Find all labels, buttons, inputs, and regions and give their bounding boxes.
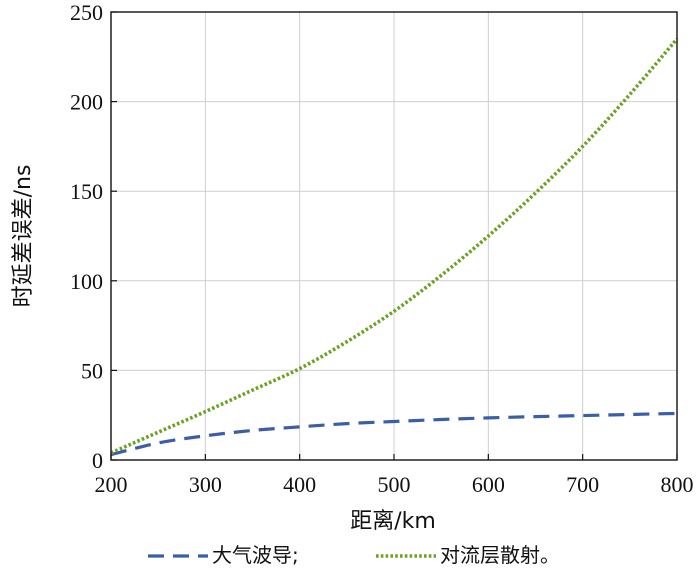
y-axis-title: 时延差误差/ns [11,165,36,308]
y-tick-label: 100 [70,269,103,294]
y-tick-label: 150 [70,179,103,204]
x-tick-label: 800 [661,472,694,497]
x-tick-label: 200 [95,472,128,497]
legend-label-atmospheric-duct: 大气波导; [212,543,299,567]
x-tick-label: 700 [566,472,599,497]
x-tick-label: 600 [472,472,505,497]
tick-labels: 200 300 400 500 600 700 800 0 50 100 150 200 250 [70,0,694,497]
x-axis-title: 距离/km [350,509,436,534]
series-layer [110,37,679,457]
series-line-tropospheric-scatter [110,37,679,455]
x-tick-label: 500 [378,472,411,497]
y-tick-label: 0 [92,448,103,473]
series-line-atmospheric-duct [110,411,678,457]
y-tick-label: 50 [81,358,103,383]
legend-label-tropospheric-scatter: 对流层散射。 [440,543,560,567]
x-tick-label: 300 [189,472,222,497]
grid [110,11,678,461]
y-tick-label: 250 [70,0,103,25]
y-tick-label: 200 [70,90,103,115]
legend: 大气波导; 对流层散射。 [148,543,560,567]
x-tick-label: 400 [283,472,316,497]
